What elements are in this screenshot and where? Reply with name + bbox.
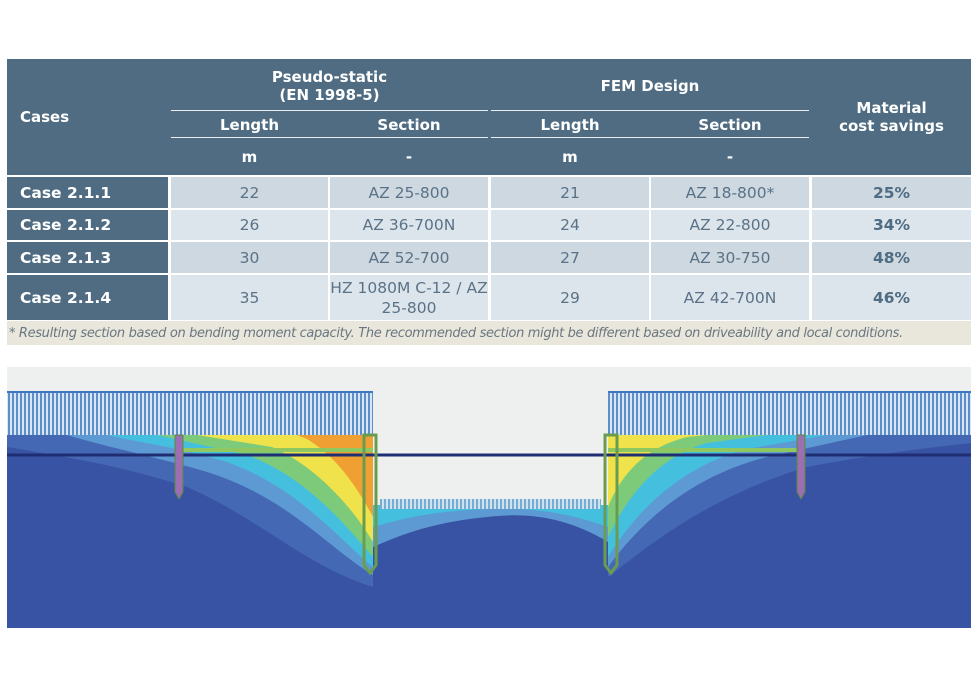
table-cell: AZ 25-800 — [330, 177, 488, 208]
unit: m — [491, 141, 649, 173]
unit: m — [171, 141, 328, 173]
header-rule — [171, 137, 488, 138]
text-line: (EN 1998-5) — [279, 86, 380, 104]
column-header: Section — [330, 112, 488, 138]
table-cell: HZ 1080M C-12 / AZ 25-800 — [330, 275, 488, 320]
table-cell: 48% — [812, 242, 971, 273]
row-label: Case 2.1.1 — [7, 177, 168, 208]
table-cell: 35 — [171, 275, 328, 320]
header-cases: Cases — [7, 59, 168, 175]
table-cell: AZ 36-700N — [330, 210, 488, 240]
table-cell: 21 — [491, 177, 649, 208]
table-cell: 46% — [812, 275, 971, 320]
text-line: Material — [856, 99, 927, 117]
header-group: FEM Design — [491, 62, 809, 110]
row-label: Case 2.1.3 — [7, 242, 168, 273]
header-rule — [171, 110, 488, 111]
table-cell: 25% — [812, 177, 971, 208]
header-savings: Material cost savings — [812, 59, 971, 175]
table-cell: AZ 52-700 — [330, 242, 488, 273]
header-rule — [491, 137, 809, 138]
table-cell: 24 — [491, 210, 649, 240]
column-header: Section — [651, 112, 809, 138]
unit: - — [651, 141, 809, 173]
row-label: Case 2.1.4 — [7, 275, 168, 320]
table-cell: 26 — [171, 210, 328, 240]
table-cell: AZ 30-750 — [651, 242, 809, 273]
table-cell: 34% — [812, 210, 971, 240]
column-header: Length — [171, 112, 328, 138]
fem-image — [7, 367, 971, 628]
table-cell: AZ 42-700N — [651, 275, 809, 320]
table-cell: AZ 22-800 — [651, 210, 809, 240]
header-rule — [491, 110, 809, 111]
table-cell: AZ 18-800* — [651, 177, 809, 208]
table-cell: 30 — [171, 242, 328, 273]
text-line: Pseudo-static — [271, 68, 388, 86]
unit: - — [330, 141, 488, 173]
table-cell: 27 — [491, 242, 649, 273]
header-group: Pseudo-static (EN 1998-5) — [171, 62, 488, 110]
row-label: Case 2.1.2 — [7, 210, 168, 240]
table-cell: 22 — [171, 177, 328, 208]
footnote: * Resulting section based on bending mom… — [7, 321, 971, 345]
text-line: cost savings — [839, 117, 944, 135]
column-header: Length — [491, 112, 649, 138]
table-cell: 29 — [491, 275, 649, 320]
